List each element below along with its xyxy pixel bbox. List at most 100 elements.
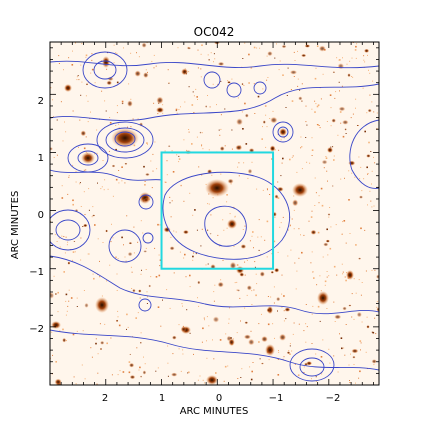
noise-speck [53, 116, 54, 117]
contour-upper-mid-1 [203, 71, 221, 89]
noise-speck [137, 118, 139, 120]
noise-speck [202, 327, 204, 330]
noise-speck [145, 247, 147, 249]
noise-speck [208, 325, 210, 327]
noise-speck [61, 185, 63, 187]
noise-speck [303, 330, 305, 332]
noise-speck [227, 85, 229, 87]
noise-speck [278, 149, 280, 151]
noise-speck [330, 146, 332, 148]
noise-speck [359, 340, 362, 342]
noise-speck [289, 353, 291, 355]
noise-speck [282, 157, 284, 160]
noise-speck [280, 222, 282, 224]
noise-speck [85, 169, 87, 171]
source-blob [197, 280, 201, 285]
contour-upper-left-outer [82, 51, 128, 89]
noise-speck [358, 377, 360, 379]
noise-speck [318, 125, 320, 126]
noise-speck [214, 58, 216, 60]
noise-speck [322, 256, 324, 258]
noise-speck [208, 203, 210, 205]
source-blob [334, 314, 342, 320]
noise-speck [251, 370, 253, 373]
noise-speck [248, 53, 250, 56]
noise-speck [356, 43, 358, 45]
noise-speck [65, 236, 67, 238]
noise-speck [95, 338, 97, 340]
source-blob [337, 63, 345, 70]
source-blob [262, 120, 266, 124]
noise-speck [326, 121, 328, 122]
noise-speck [155, 65, 157, 67]
noise-speck [251, 304, 253, 305]
noise-speck [72, 203, 74, 206]
noise-speck [207, 95, 208, 96]
noise-speck [159, 259, 162, 261]
noise-speck [162, 104, 164, 106]
source-blob [73, 240, 76, 243]
source-blob [347, 73, 351, 78]
noise-speck [142, 232, 144, 234]
noise-speck [101, 295, 103, 297]
noise-speck [64, 252, 66, 254]
noise-speck [229, 213, 231, 215]
noise-speck [311, 343, 313, 344]
noise-speck [377, 117, 379, 119]
noise-speck [108, 150, 110, 152]
noise-speck [88, 188, 90, 190]
noise-speck [328, 275, 330, 277]
noise-speck [106, 68, 108, 70]
noise-speck [154, 141, 156, 143]
source-blob [344, 128, 347, 131]
source-blob [266, 308, 271, 313]
noise-speck [51, 373, 53, 375]
noise-speck [354, 49, 357, 51]
noise-speck [202, 148, 204, 150]
noise-speck [201, 44, 203, 46]
noise-speck [296, 171, 298, 173]
noise-speck [139, 297, 141, 299]
noise-speck [290, 224, 291, 226]
noise-speck [345, 324, 347, 325]
source-blob [304, 362, 309, 366]
noise-speck [208, 149, 210, 151]
noise-speck [80, 94, 82, 96]
noise-speck [224, 365, 227, 368]
noise-speck [72, 333, 75, 336]
noise-speck [184, 253, 186, 256]
noise-speck [341, 347, 343, 350]
noise-speck [154, 247, 156, 249]
noise-speck [298, 323, 300, 325]
noise-speck [220, 279, 222, 281]
noise-speck [287, 67, 289, 69]
noise-speck [74, 251, 76, 253]
noise-speck [278, 69, 280, 71]
noise-speck [159, 265, 161, 267]
noise-speck [340, 337, 343, 339]
noise-speck [350, 76, 352, 77]
source-blob [325, 239, 330, 243]
noise-speck [329, 247, 332, 250]
source-blob [50, 147, 53, 151]
noise-speck [117, 316, 119, 318]
noise-speck [290, 89, 292, 90]
noise-speck [360, 166, 362, 168]
noise-speck [173, 272, 175, 274]
noise-speck [372, 80, 374, 82]
noise-speck [184, 101, 186, 103]
noise-speck [315, 192, 317, 194]
noise-speck [113, 62, 115, 64]
noise-speck [224, 108, 226, 110]
source-blob [261, 362, 264, 365]
noise-speck [317, 124, 319, 126]
noise-speck [91, 216, 93, 218]
noise-speck [173, 230, 175, 232]
noise-speck [251, 235, 253, 237]
noise-speck [176, 112, 178, 114]
noise-speck [300, 147, 302, 149]
source-blob [143, 250, 148, 253]
noise-speck [178, 109, 180, 111]
noise-speck [126, 215, 128, 217]
source-blob [134, 70, 141, 77]
